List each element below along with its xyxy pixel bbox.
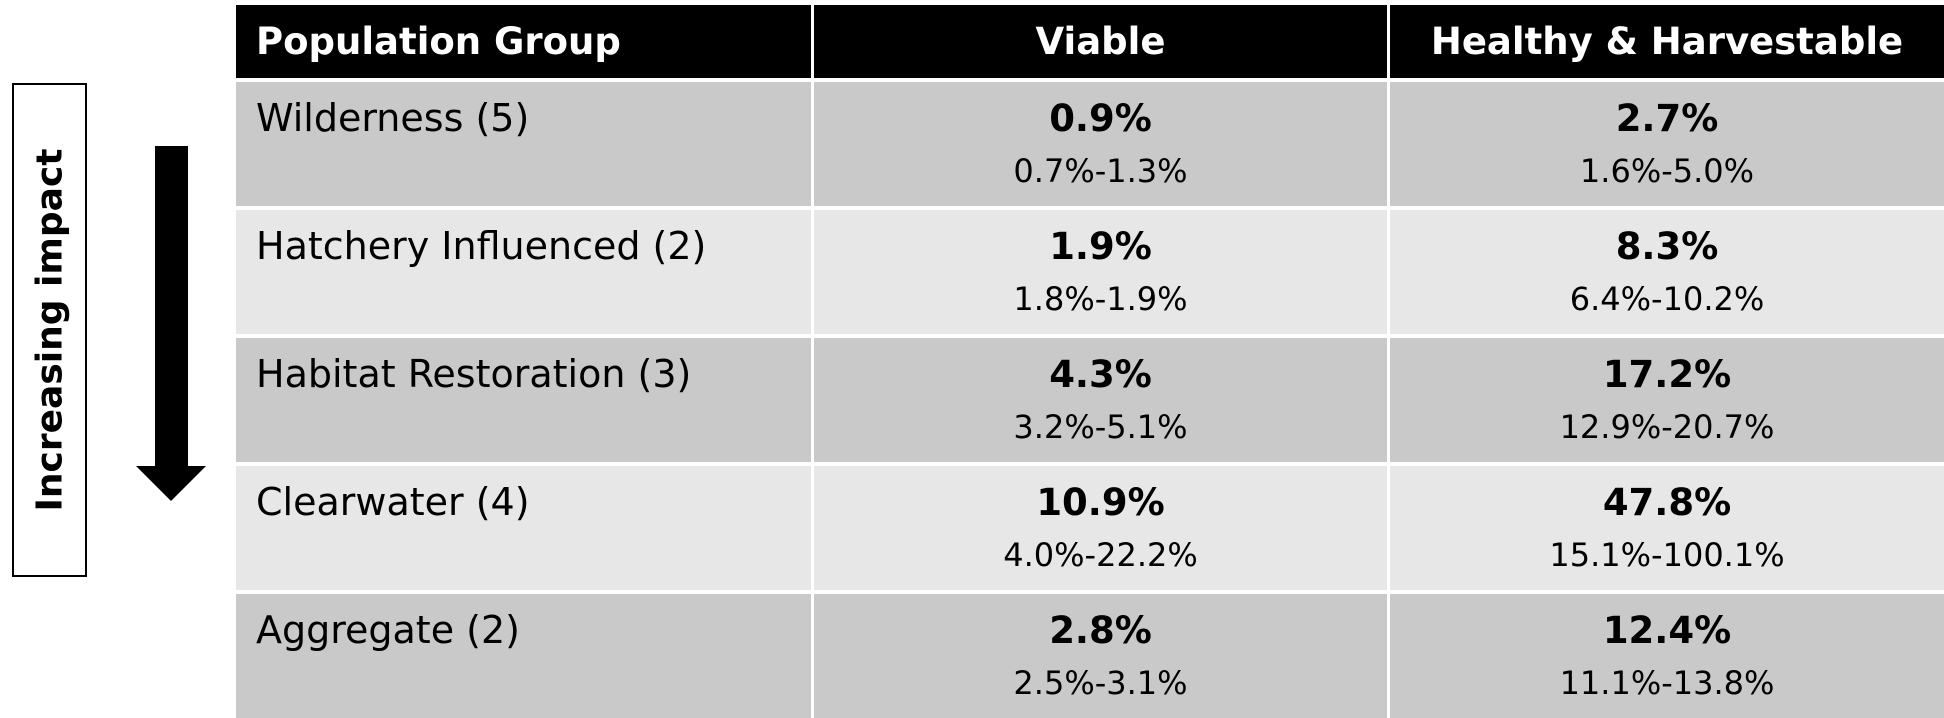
estimate: 2.7% (1615, 97, 1719, 140)
range: 1.6%-5.0% (1579, 152, 1755, 190)
header-cell: Healthy & Harvestable (1390, 5, 1944, 78)
range: 6.4%-10.2% (1569, 280, 1765, 318)
row-label: Habitat Restoration (3) (236, 338, 811, 462)
value-cell: 47.8% 15.1%-100.1% (1390, 466, 1944, 590)
row-label: Aggregate (2) (236, 594, 811, 718)
estimate: 2.8% (1049, 609, 1152, 652)
row-label: Wilderness (5) (236, 82, 811, 206)
range: 2.5%-3.1% (1013, 664, 1188, 702)
range: 12.9%-20.7% (1559, 408, 1775, 446)
value-cell: 1.9% 1.8%-1.9% (814, 210, 1387, 334)
header-cell: Viable (814, 5, 1387, 78)
estimate: 17.2% (1602, 353, 1732, 396)
value-cell: 4.3% 3.2%-5.1% (814, 338, 1387, 462)
range: 1.8%-1.9% (1013, 280, 1188, 318)
estimate: 47.8% (1602, 481, 1732, 524)
range: 11.1%-13.8% (1559, 664, 1775, 702)
range: 3.2%-5.1% (1013, 408, 1188, 446)
value-cell: 17.2% 12.9%-20.7% (1390, 338, 1944, 462)
value-cell: 8.3% 6.4%-10.2% (1390, 210, 1944, 334)
value-cell: 0.9% 0.7%-1.3% (814, 82, 1387, 206)
table: Population Group Viable Healthy & Harvesta… (236, 5, 1944, 718)
estimate: 8.3% (1615, 225, 1719, 268)
row-label: Hatchery Influenced (2) (236, 210, 811, 334)
side-label-box: Increasing impact (12, 83, 87, 577)
estimate: 0.9% (1049, 97, 1152, 140)
estimate: 1.9% (1049, 225, 1152, 268)
estimate: 12.4% (1602, 609, 1732, 652)
estimate: 10.9% (1036, 481, 1165, 524)
header-cell: Population Group (236, 5, 811, 78)
range: 4.0%-22.2% (1003, 536, 1198, 574)
range: 0.7%-1.3% (1013, 152, 1188, 190)
value-cell: 12.4% 11.1%-13.8% (1390, 594, 1944, 718)
range: 15.1%-100.1% (1549, 536, 1785, 574)
value-cell: 2.8% 2.5%-3.1% (814, 594, 1387, 718)
down-arrow (136, 146, 206, 501)
value-cell: 2.7% 1.6%-5.0% (1390, 82, 1944, 206)
side-label: Increasing impact (29, 148, 70, 512)
estimate: 4.3% (1049, 353, 1152, 396)
row-label: Clearwater (4) (236, 466, 811, 590)
value-cell: 10.9% 4.0%-22.2% (814, 466, 1387, 590)
